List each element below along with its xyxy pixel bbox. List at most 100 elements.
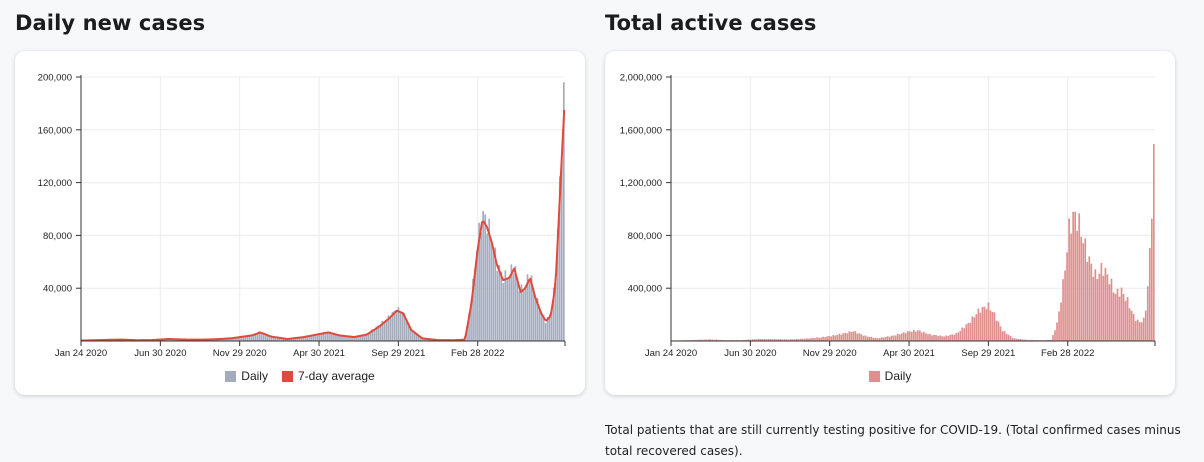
- active-bar[interactable]: [937, 336, 939, 341]
- active-bar[interactable]: [1058, 311, 1060, 341]
- active-bar[interactable]: [957, 333, 959, 341]
- active-bar[interactable]: [1002, 331, 1004, 341]
- active-bar[interactable]: [925, 333, 927, 341]
- daily-bar[interactable]: [507, 279, 509, 341]
- active-bar[interactable]: [929, 334, 931, 341]
- active-bar[interactable]: [846, 333, 848, 341]
- active-bar[interactable]: [1121, 288, 1123, 341]
- active-bar[interactable]: [848, 331, 850, 341]
- active-bar[interactable]: [959, 331, 961, 341]
- active-bar[interactable]: [1086, 262, 1088, 341]
- daily-bar[interactable]: [513, 273, 515, 341]
- active-bar[interactable]: [943, 337, 945, 341]
- active-bar[interactable]: [1006, 334, 1008, 341]
- active-bar[interactable]: [885, 337, 887, 341]
- active-bar[interactable]: [955, 333, 957, 341]
- active-bar[interactable]: [1095, 269, 1097, 341]
- active-bar[interactable]: [871, 337, 873, 341]
- active-bar[interactable]: [1153, 144, 1155, 341]
- active-bar[interactable]: [1127, 297, 1129, 341]
- active-bar[interactable]: [909, 331, 911, 341]
- active-bar[interactable]: [1117, 289, 1119, 341]
- active-bar[interactable]: [901, 333, 903, 341]
- active-bar[interactable]: [1113, 293, 1115, 341]
- legend-item-active-daily[interactable]: Daily: [869, 369, 912, 383]
- active-bar[interactable]: [911, 332, 913, 341]
- daily-bar[interactable]: [521, 285, 523, 341]
- active-bar[interactable]: [919, 330, 921, 341]
- active-bar[interactable]: [933, 335, 935, 341]
- daily-bar[interactable]: [379, 326, 381, 341]
- active-bar[interactable]: [840, 335, 842, 341]
- active-bar[interactable]: [1137, 320, 1139, 341]
- active-bar[interactable]: [893, 336, 895, 341]
- active-bar[interactable]: [824, 337, 826, 341]
- daily-bar[interactable]: [390, 318, 392, 341]
- active-bar[interactable]: [1097, 279, 1099, 341]
- active-bar[interactable]: [1072, 212, 1074, 341]
- daily-bar[interactable]: [394, 311, 396, 341]
- active-bar[interactable]: [822, 337, 824, 341]
- daily-bar[interactable]: [529, 280, 531, 341]
- active-bar[interactable]: [897, 334, 899, 341]
- active-bar[interactable]: [889, 337, 891, 341]
- active-bar[interactable]: [951, 334, 953, 341]
- active-bar[interactable]: [1149, 248, 1151, 341]
- active-bar[interactable]: [865, 335, 867, 341]
- daily-bar[interactable]: [363, 335, 365, 341]
- active-bar[interactable]: [1070, 234, 1072, 341]
- active-bar[interactable]: [1004, 331, 1006, 341]
- active-bar[interactable]: [1062, 279, 1064, 341]
- active-bar[interactable]: [1131, 311, 1133, 341]
- active-bar[interactable]: [1064, 271, 1066, 341]
- daily-bar[interactable]: [523, 291, 525, 341]
- active-bar[interactable]: [945, 335, 947, 341]
- active-bar[interactable]: [842, 333, 844, 341]
- active-bar[interactable]: [1082, 243, 1084, 341]
- daily-bar[interactable]: [396, 312, 398, 341]
- active-bar[interactable]: [836, 335, 838, 341]
- active-bar[interactable]: [1066, 252, 1068, 341]
- daily-bar[interactable]: [484, 215, 486, 341]
- active-bar[interactable]: [1008, 335, 1010, 341]
- active-bar[interactable]: [818, 338, 820, 341]
- active-bar[interactable]: [863, 336, 865, 341]
- active-bar[interactable]: [1088, 256, 1090, 341]
- active-bar[interactable]: [853, 331, 855, 341]
- active-bar[interactable]: [939, 335, 941, 341]
- active-bar[interactable]: [992, 312, 994, 341]
- daily-bar[interactable]: [412, 331, 414, 341]
- daily-bar[interactable]: [373, 330, 375, 341]
- daily-bar[interactable]: [500, 272, 502, 341]
- active-bar[interactable]: [834, 335, 836, 341]
- active-bar[interactable]: [1052, 335, 1054, 341]
- daily-bar[interactable]: [490, 241, 492, 341]
- daily-bar[interactable]: [480, 232, 482, 341]
- active-bar[interactable]: [990, 311, 992, 341]
- daily-bar[interactable]: [549, 316, 551, 341]
- daily-bar[interactable]: [386, 320, 388, 341]
- active-bar[interactable]: [869, 337, 871, 341]
- active-bar[interactable]: [1129, 308, 1131, 341]
- daily-bar[interactable]: [331, 334, 333, 341]
- daily-bar[interactable]: [509, 276, 511, 341]
- active-bar[interactable]: [1056, 323, 1058, 341]
- legend-item-daily[interactable]: Daily: [225, 369, 268, 383]
- legend-item-average[interactable]: 7-day average: [282, 369, 375, 383]
- active-bar[interactable]: [832, 335, 834, 341]
- daily-bar[interactable]: [505, 270, 507, 341]
- active-bar[interactable]: [1151, 219, 1153, 341]
- daily-bar[interactable]: [545, 323, 547, 341]
- active-bar[interactable]: [953, 335, 955, 341]
- active-bar[interactable]: [1068, 218, 1070, 341]
- active-bar[interactable]: [855, 331, 857, 341]
- active-bar[interactable]: [1141, 322, 1143, 341]
- active-bar[interactable]: [963, 328, 965, 341]
- active-bar[interactable]: [1074, 212, 1076, 341]
- active-bar[interactable]: [891, 336, 893, 341]
- daily-bar[interactable]: [402, 312, 404, 341]
- daily-bar[interactable]: [502, 283, 504, 341]
- active-bar[interactable]: [883, 338, 885, 341]
- active-bar[interactable]: [903, 332, 905, 341]
- active-bar[interactable]: [998, 321, 1000, 341]
